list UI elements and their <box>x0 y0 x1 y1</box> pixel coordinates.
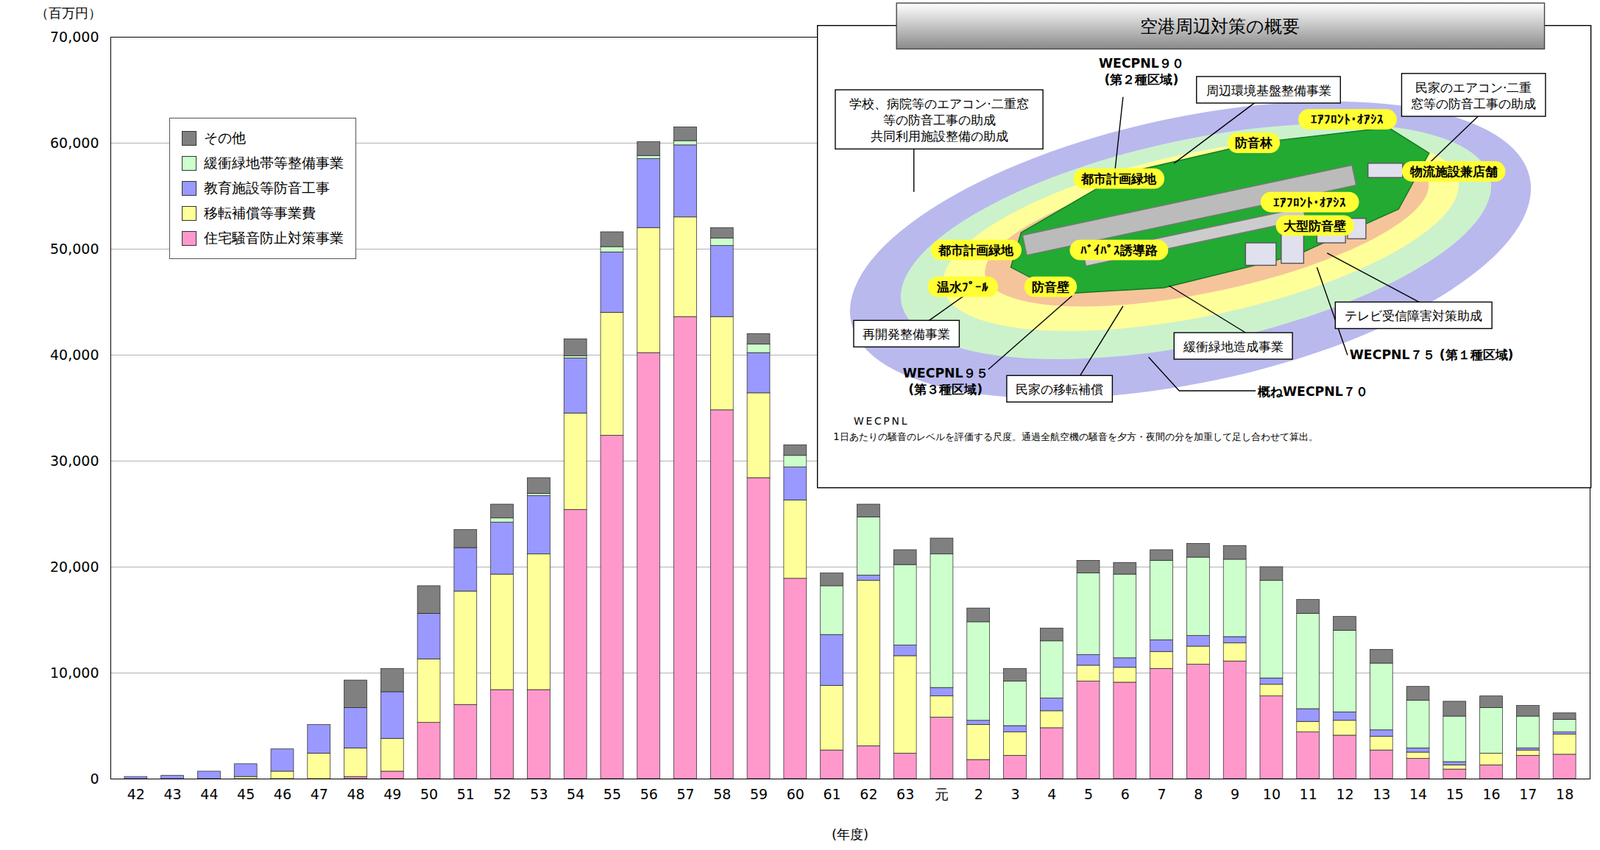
svg-text:60,000: 60,000 <box>50 134 99 151</box>
html-text:移転補償等事業費: 移転補償等事業費 <box>203 204 316 221</box>
svg-text:18: 18 <box>1555 786 1574 803</box>
svg-text:民家の移転補償: 民家の移転補償 <box>1015 381 1104 397</box>
svg-text:56: 56 <box>640 786 658 803</box>
svg-text:周辺環境基盤整備事業: 周辺環境基盤整備事業 <box>1206 83 1332 98</box>
svg-text:46: 46 <box>273 786 292 803</box>
svg-text:57: 57 <box>676 786 695 803</box>
svg-text:概ねWECPNL７０: 概ねWECPNL７０ <box>1257 384 1369 399</box>
svg-text:60: 60 <box>786 786 805 803</box>
svg-text:ｴｱﾌﾛﾝﾄ･ｵｱｼｽ: ｴｱﾌﾛﾝﾄ･ｵｱｼｽ <box>1310 111 1384 127</box>
svg-text:4: 4 <box>1047 786 1057 803</box>
svg-text:温水ﾌﾟｰﾙ: 温水ﾌﾟｰﾙ <box>936 279 989 295</box>
svg-text:45: 45 <box>236 786 255 803</box>
svg-text:0: 0 <box>89 770 99 787</box>
svg-text:テレビ受信障害対策助成: テレビ受信障害対策助成 <box>1344 308 1483 324</box>
svg-text:(第２種区域): (第２種区域) <box>1103 72 1179 87</box>
svg-text:54: 54 <box>566 786 585 803</box>
svg-text:防音壁: 防音壁 <box>1031 279 1070 295</box>
svg-text:(第３種区域): (第３種区域) <box>908 381 983 397</box>
svg-text:51: 51 <box>457 786 475 803</box>
svg-text:再開発整備事業: 再開発整備事業 <box>862 326 951 342</box>
svg-text:52: 52 <box>493 786 512 803</box>
svg-text:50: 50 <box>420 786 438 803</box>
svg-text:都市計画緑地: 都市計画緑地 <box>1080 171 1157 187</box>
html-text:教育施設等防音工事: 教育施設等防音工事 <box>203 179 330 196</box>
svg-text:民家のエアコン·二重: 民家のエアコン·二重 <box>1415 80 1533 95</box>
svg-text:防音林: 防音林 <box>1234 135 1274 151</box>
svg-text:42: 42 <box>127 786 145 803</box>
html-text:(年度): (年度) <box>831 826 869 842</box>
svg-text:49: 49 <box>383 786 402 803</box>
svg-text:都市計画緑地: 都市計画緑地 <box>937 242 1015 258</box>
html-text:緩衝緑地帯等整備事業: 緩衝緑地帯等整備事業 <box>203 154 344 171</box>
svg-text:元: 元 <box>934 786 949 803</box>
svg-text:大型防音壁: 大型防音壁 <box>1283 218 1347 234</box>
svg-text:17: 17 <box>1519 786 1537 803</box>
svg-text:1日あたりの騒音のレベルを評価する尺度。通過全航空機の騒音を: 1日あたりの騒音のレベルを評価する尺度。通過全航空機の騒音を夕方・夜間の分を加重… <box>833 431 1318 443</box>
svg-text:WECPNL: WECPNL <box>853 415 909 427</box>
svg-text:20,000: 20,000 <box>50 558 99 575</box>
html-text:（百万円）: （百万円） <box>35 5 102 21</box>
svg-text:6: 6 <box>1120 786 1130 803</box>
svg-text:44: 44 <box>200 786 218 803</box>
svg-text:11: 11 <box>1299 786 1318 803</box>
svg-text:61: 61 <box>823 786 842 803</box>
svg-text:55: 55 <box>603 786 622 803</box>
svg-text:10,000: 10,000 <box>50 664 99 681</box>
svg-text:30,000: 30,000 <box>50 452 99 469</box>
svg-text:40,000: 40,000 <box>50 346 99 363</box>
svg-text:空港周辺対策の概要: 空港周辺対策の概要 <box>1140 16 1300 37</box>
html-text:住宅騒音防止対策事業: 住宅騒音防止対策事業 <box>203 229 344 246</box>
svg-text:9: 9 <box>1230 786 1240 803</box>
svg-text:ｴｱﾌﾛﾝﾄ･ｵｱｼｽ: ｴｱﾌﾛﾝﾄ･ｵｱｼｽ <box>1273 195 1347 210</box>
html-text:その他: その他 <box>203 129 246 146</box>
svg-text:2: 2 <box>974 786 984 803</box>
svg-text:窓等の防音工事の助成: 窓等の防音工事の助成 <box>1410 96 1536 112</box>
svg-text:47: 47 <box>310 786 329 803</box>
svg-text:53: 53 <box>529 786 548 803</box>
svg-text:70,000: 70,000 <box>50 28 99 45</box>
svg-text:ﾊﾞｲﾊﾟｽ誘導路: ﾊﾞｲﾊﾟｽ誘導路 <box>1080 242 1158 258</box>
svg-text:等の防音工事の助成: 等の防音工事の助成 <box>883 112 996 128</box>
svg-text:12: 12 <box>1335 786 1354 803</box>
svg-text:50,000: 50,000 <box>50 240 99 257</box>
svg-text:10: 10 <box>1262 786 1281 803</box>
svg-text:5: 5 <box>1084 786 1093 803</box>
svg-text:WECPNL９５: WECPNL９５ <box>903 365 989 381</box>
svg-text:7: 7 <box>1157 786 1167 803</box>
svg-text:15: 15 <box>1446 786 1464 803</box>
svg-text:43: 43 <box>164 786 182 803</box>
svg-text:WECPNL７５ (第１種区域): WECPNL７５ (第１種区域) <box>1349 347 1514 363</box>
svg-text:8: 8 <box>1193 786 1203 803</box>
svg-text:59: 59 <box>749 786 768 803</box>
svg-text:共同利用施設整備の助成: 共同利用施設整備の助成 <box>870 128 1009 144</box>
svg-text:14: 14 <box>1409 786 1428 803</box>
svg-text:3: 3 <box>1010 786 1020 803</box>
svg-text:48: 48 <box>346 786 365 803</box>
svg-text:16: 16 <box>1482 786 1501 803</box>
svg-text:13: 13 <box>1372 786 1391 803</box>
svg-text:WECPNL９０: WECPNL９０ <box>1098 55 1185 71</box>
svg-text:緩衝緑地造成事業: 緩衝緑地造成事業 <box>1182 339 1284 355</box>
svg-text:62: 62 <box>859 786 878 803</box>
svg-text:学校、病院等のエアコン·二重窓: 学校、病院等のエアコン·二重窓 <box>849 96 1029 112</box>
svg-text:63: 63 <box>896 786 915 803</box>
svg-text:物流施設兼店舗: 物流施設兼店舗 <box>1409 164 1498 179</box>
svg-text:58: 58 <box>713 786 731 803</box>
